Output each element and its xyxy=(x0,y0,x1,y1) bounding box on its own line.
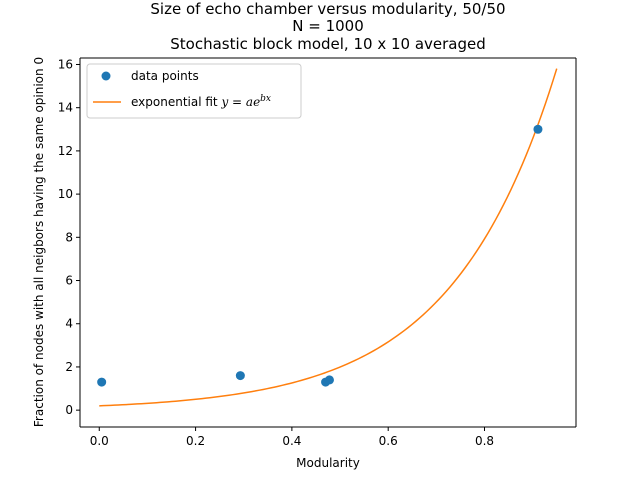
chart-title-line-1: Size of echo chamber versus modularity, … xyxy=(150,0,505,18)
x-tick-label: 0.2 xyxy=(186,434,205,448)
chart-title-line-2: N = 1000 xyxy=(292,17,364,35)
y-tick-label: 0 xyxy=(65,403,73,417)
legend-label-fit-text: exponential fit xyxy=(131,95,221,109)
y-tick-label: 4 xyxy=(65,317,73,331)
legend-box xyxy=(86,63,302,119)
y-tick-label: 14 xyxy=(58,101,73,115)
x-tick-label: 0.6 xyxy=(379,434,398,448)
exponential-fit-line xyxy=(99,68,558,407)
data-point xyxy=(324,375,334,385)
fit-line-layer xyxy=(99,68,558,407)
legend: data points exponential fit y = aebx xyxy=(86,63,302,119)
plot-area xyxy=(80,58,576,427)
legend-marker-data-points xyxy=(101,71,111,81)
legend-label-exponential-fit: exponential fit y = aebx xyxy=(131,94,271,109)
legend-label-fit-exponent: bx xyxy=(260,94,271,104)
data-point xyxy=(97,377,107,387)
y-tick-label: 12 xyxy=(58,144,73,158)
data-point xyxy=(235,371,245,381)
scatter-points-layer xyxy=(97,124,543,387)
y-tick-label: 2 xyxy=(65,360,73,374)
y-tick-label: 8 xyxy=(65,230,73,244)
legend-label-fit-math: y = ae xyxy=(220,95,260,109)
x-axis-label: Modularity xyxy=(296,456,360,470)
y-axis-ticks: 0 2 4 6 8 10 12 14 16 xyxy=(58,57,80,417)
x-tick-label: 0.8 xyxy=(475,434,494,448)
chart-title-line-3: Stochastic block model, 10 x 10 averaged xyxy=(170,35,486,53)
legend-label-data-points: data points xyxy=(131,69,199,83)
x-tick-label: 0.4 xyxy=(282,434,301,448)
data-point xyxy=(533,124,543,134)
y-axis-label: Fraction of nodes with all neigbors havi… xyxy=(32,57,46,427)
x-tick-label: 0.0 xyxy=(90,434,109,448)
x-axis-ticks: 0.0 0.2 0.4 0.6 0.8 xyxy=(90,427,494,448)
y-tick-label: 10 xyxy=(58,187,73,201)
y-tick-label: 6 xyxy=(65,274,73,288)
y-tick-label: 16 xyxy=(58,57,73,71)
